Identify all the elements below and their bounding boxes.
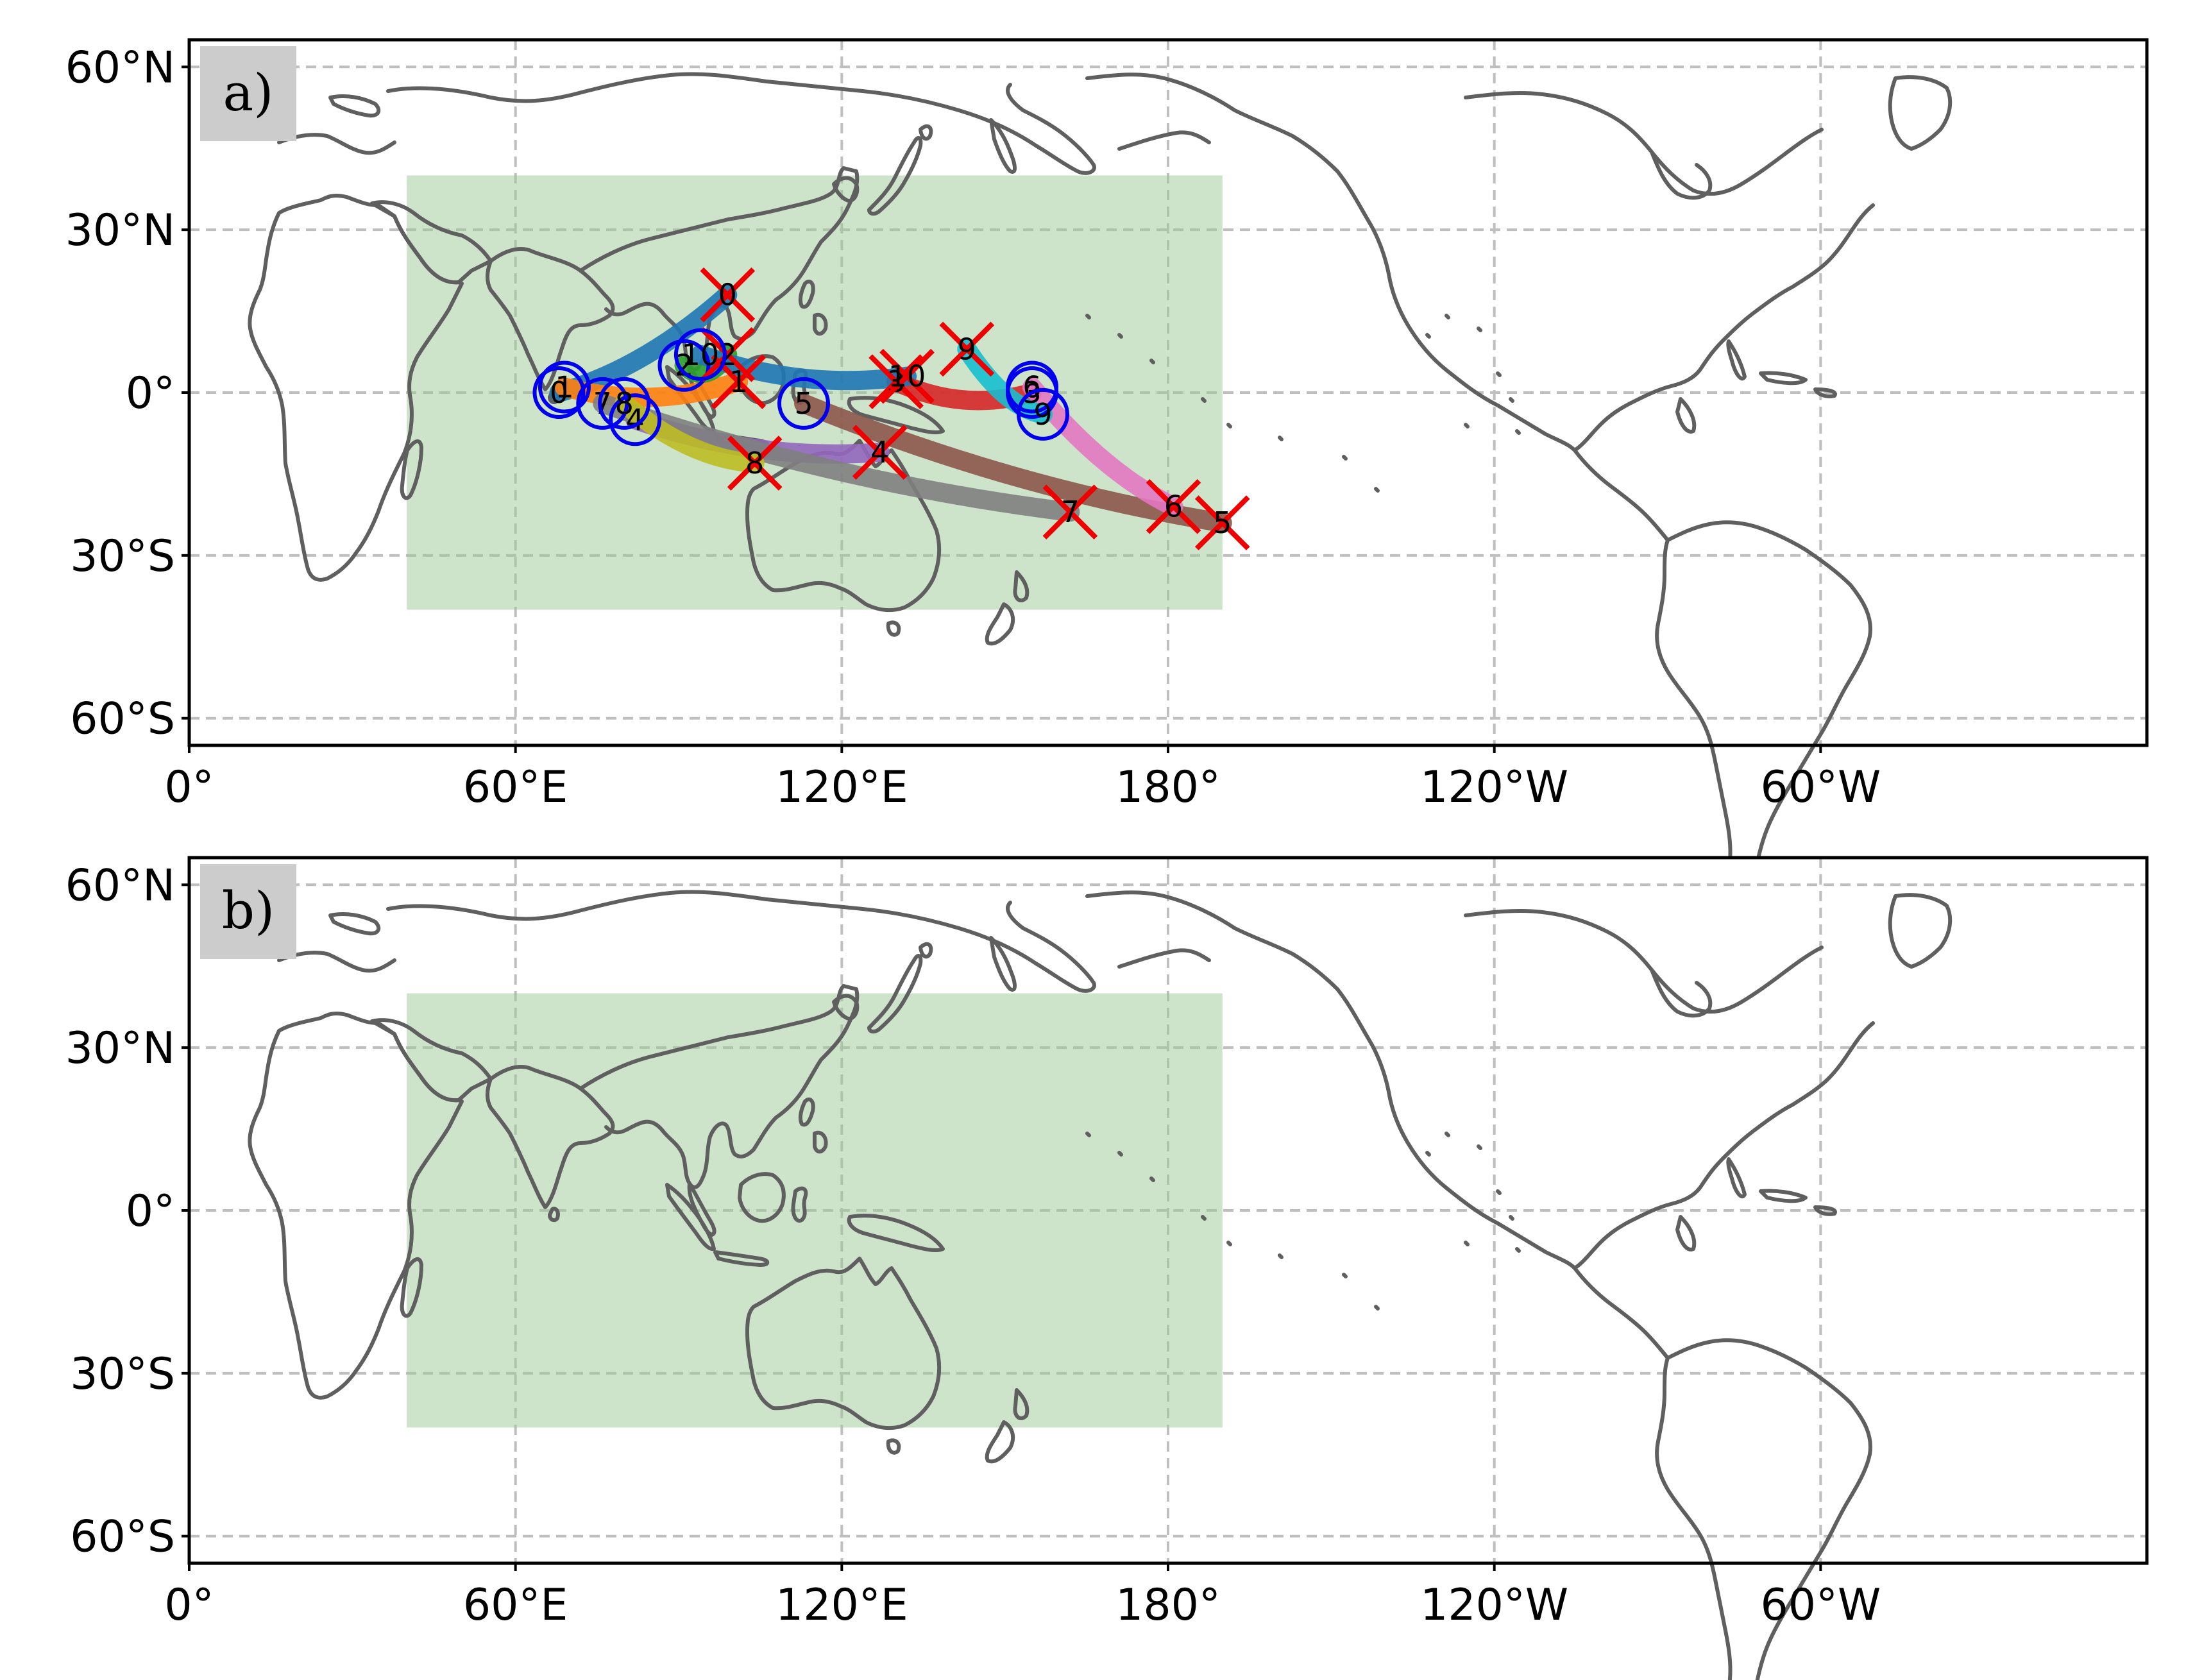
track-start-marker-7 xyxy=(576,377,629,430)
panel-b-label-box xyxy=(200,864,296,959)
track-end-marker-0 xyxy=(700,267,756,323)
lon-tick-label: 120°W xyxy=(1420,1580,1568,1631)
track-end-label-0: 0 xyxy=(718,278,737,312)
lat-tick-label: 60°S xyxy=(70,1512,175,1563)
panel-b-ticks: 0° 60°E 120°E 180° 120°W 60°W 60°N 30°N 0° 30°S 60… xyxy=(65,860,1881,1631)
track-start-marker-8 xyxy=(598,377,651,430)
track-end-marker-5 xyxy=(1194,495,1250,550)
track-start-marker-0 xyxy=(532,366,586,419)
track-start-label-1: 1 xyxy=(555,370,573,405)
lon-tick-label: 120°E xyxy=(775,762,908,813)
lon-tick-label: 60°W xyxy=(1760,1580,1881,1631)
lon-tick-label: 60°E xyxy=(463,762,568,813)
panel-b-label: b) xyxy=(222,881,275,940)
track-end-marker-7 xyxy=(1042,484,1098,539)
panel-a-region-box xyxy=(407,175,1223,610)
lon-tick-label: 60°E xyxy=(463,1580,568,1631)
track-end-label-9: 9 xyxy=(958,332,976,366)
lon-tick-label: 180° xyxy=(1115,762,1221,813)
track-end-label-7: 7 xyxy=(1061,495,1080,529)
track-start-marker-10 xyxy=(674,328,727,381)
lon-tick-label: 120°W xyxy=(1420,762,1568,813)
lat-tick-label: 0° xyxy=(126,1186,175,1237)
track-end-marker-8 xyxy=(727,436,783,491)
track-end-label-5: 5 xyxy=(1213,505,1232,540)
panel-a-ticks: 0° 60°E 120°E 180° 120°W 60°W60°N30°N0°30°S60… xyxy=(65,42,1881,813)
track-end-marker-10 xyxy=(879,348,935,404)
track-end-marker-2 xyxy=(700,327,756,382)
panel-a-label-box xyxy=(200,46,296,141)
track-start-label-9: 9 xyxy=(1033,397,1052,432)
track-end-marker-6 xyxy=(1146,479,1201,534)
lon-tick-label: 120°E xyxy=(775,1580,908,1631)
lon-tick-label: 0° xyxy=(164,762,214,813)
panel-b-map: b) 0° 60°E 120°E 180° 120°W 60°W 60°N 30°N 0° 30°… xyxy=(65,856,2186,1680)
track-end-label-4: 4 xyxy=(870,435,889,470)
track-start-label-8: 8 xyxy=(615,386,634,421)
lat-tick-label: 30°S xyxy=(70,1349,175,1400)
lon-tick-label: 180° xyxy=(1115,1580,1221,1631)
track-start-marker-5 xyxy=(777,377,830,430)
storm-track-8 xyxy=(614,393,765,473)
track-end-marker-3 xyxy=(868,354,924,409)
storm-track-5 xyxy=(793,393,1232,533)
lat-tick-label: 30°S xyxy=(70,531,175,582)
track-start-marker-1 xyxy=(538,361,591,414)
track-start-label-0: 0 xyxy=(550,375,568,410)
lat-tick-label: 60°N xyxy=(65,860,175,911)
track-start-marker-9 xyxy=(1017,387,1070,441)
lon-tick-label: 0° xyxy=(164,1580,214,1631)
track-end-label-8: 8 xyxy=(745,446,764,480)
lat-tick-label: 0° xyxy=(126,368,175,419)
lat-tick-label: 60°N xyxy=(65,42,175,93)
track-end-label-6: 6 xyxy=(1164,489,1183,524)
track-start-marker-2 xyxy=(657,339,711,392)
track-start-label-10: 10 xyxy=(682,337,720,372)
lat-tick-label: 30°N xyxy=(65,205,175,256)
track-end-marker-4 xyxy=(852,425,908,480)
track-start-label-5: 5 xyxy=(794,386,813,421)
track-end-marker-9 xyxy=(939,321,995,377)
lat-tick-label: 30°N xyxy=(65,1023,175,1074)
track-end-label-10: 10 xyxy=(888,359,926,394)
lat-tick-label: 60°S xyxy=(70,694,175,745)
lon-tick-label: 60°W xyxy=(1760,762,1881,813)
track-start-marker-6 xyxy=(1006,361,1059,414)
panel-a-label: a) xyxy=(223,63,274,123)
panel-b-region-box xyxy=(407,993,1223,1428)
track-start-marker-4 xyxy=(609,393,662,446)
